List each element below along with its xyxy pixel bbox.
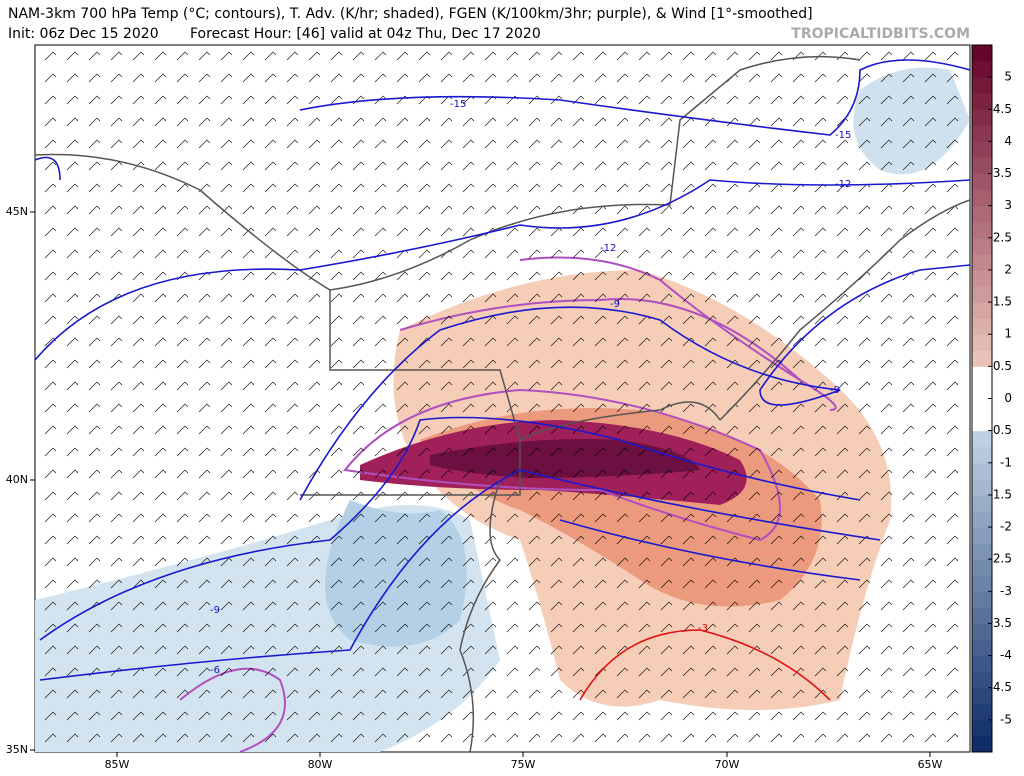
colorbar-label: 3	[1004, 198, 1012, 212]
colorbar-cell	[972, 253, 992, 271]
colorbar-cell	[972, 559, 992, 576]
colorbar-label: 1.5	[993, 295, 1012, 309]
strong-warm-advection	[430, 439, 700, 478]
lon-label: 65W	[918, 758, 943, 771]
colorbar-cell	[972, 687, 992, 705]
colorbar-label: 1	[1004, 327, 1012, 341]
contour-label: -15	[450, 99, 466, 110]
colorbar-cell	[972, 382, 992, 399]
colorbar-cell	[972, 125, 992, 142]
colorbar-label: -4.5	[989, 680, 1012, 694]
colorbar-label: -5	[1000, 712, 1012, 726]
map-axes: 85W 80W 75W 70W 65W 45N 40N 35N	[6, 205, 943, 771]
init: Init: 06z Dec 15 2020	[8, 26, 159, 42]
colorbar-cell	[972, 446, 992, 464]
colorbar-label: 2.5	[993, 230, 1012, 244]
colorbar-cell	[972, 189, 992, 207]
lon-label: 70W	[715, 758, 740, 771]
lat-label: 35N	[6, 743, 28, 756]
colorbar-cell	[972, 639, 992, 657]
colorbar-cell	[972, 398, 992, 416]
colorbar-cell	[972, 61, 992, 78]
colorbar-cell	[972, 350, 992, 367]
colorbar-cell	[972, 366, 992, 383]
lon-label: 80W	[308, 758, 333, 771]
colorbar-label: -2.5	[989, 552, 1012, 566]
lon-label: 85W	[105, 758, 130, 771]
colorbar-cell	[972, 655, 992, 673]
colorbar-cell	[972, 494, 992, 512]
contour-label: -15	[835, 130, 851, 141]
colorbar-label: 4	[1004, 134, 1012, 148]
colorbar-label: 3.5	[993, 166, 1012, 180]
temp-contour-warm	[579, 629, 831, 701]
colorbar-cell	[972, 93, 992, 110]
lon-label: 75W	[511, 758, 536, 771]
colorbar-cell	[972, 575, 992, 592]
lat-label: 40N	[6, 473, 28, 486]
colorbar-cell	[972, 109, 992, 126]
colorbar-cell	[972, 462, 992, 480]
colorbar-cell	[972, 173, 992, 191]
borders	[35, 55, 970, 752]
colorbar-cell	[972, 719, 992, 737]
colorbar-cell	[972, 269, 992, 287]
colorbar-label: 2	[1004, 262, 1012, 276]
colorbar-cell	[972, 205, 992, 223]
colorbar-label: -1	[1000, 455, 1012, 469]
colorbar-label: -3.5	[989, 616, 1012, 630]
contour-label: -12	[600, 243, 616, 254]
temp-contours	[35, 59, 970, 681]
colorbar-cell	[972, 478, 992, 496]
colorbar-cell	[972, 141, 992, 158]
fgen-contours	[179, 256, 837, 752]
map: -15 -15 -12 -12 -9 -9 -9 -6 -3	[34, 44, 971, 753]
colorbar-label: -2	[1000, 520, 1012, 534]
colorbar-cell	[972, 302, 992, 319]
colorbar-cell	[972, 543, 992, 560]
lat-label: 45N	[6, 205, 28, 218]
colorbar-label: 0.5	[993, 359, 1012, 373]
colorbar: 5 4.5 4 3.5 3 2.5 2 1.5 1 0.5 0 -0.5 -1 -1.5 -2 -2.5 -3 -…	[971, 44, 1012, 753]
contour-label: -12	[835, 179, 851, 190]
colorbar-cell	[972, 527, 992, 544]
colorbar-cell	[972, 430, 992, 448]
contour-label: -3	[698, 623, 708, 634]
colorbar-cell	[972, 286, 992, 303]
colorbar-cell	[972, 510, 992, 528]
colorbar-cell	[972, 45, 992, 62]
colorbar-cell	[972, 591, 992, 608]
colorbar-cell	[972, 237, 992, 255]
colorbar-label: -0.5	[989, 423, 1012, 437]
cold-advection	[853, 67, 970, 175]
colorbar-cell	[972, 77, 992, 94]
colorbar-cell	[972, 157, 992, 175]
colorbar-label: -1.5	[989, 487, 1012, 501]
forecast-hour: Forecast Hour: [46]	[190, 26, 325, 42]
colorbar-label: -3	[1000, 584, 1012, 598]
colorbar-cell	[972, 623, 992, 641]
colorbar-cell	[972, 221, 992, 239]
colorbar-cell	[972, 735, 992, 753]
colorbar-label: 0	[1004, 391, 1012, 405]
brand: TROPICALTIDBITS.COM	[791, 26, 970, 42]
colorbar-label: 5	[1004, 70, 1012, 84]
colorbar-label: 4.5	[993, 102, 1012, 116]
colorbar-cell	[972, 607, 992, 624]
contour-label: -9	[210, 605, 220, 616]
colorbar-cell	[972, 334, 992, 351]
contour-label: -9	[610, 299, 620, 310]
contour-label: -6	[210, 665, 220, 676]
colorbar-cell	[972, 318, 992, 335]
colorbar-cell	[972, 671, 992, 689]
contour-label: -9	[830, 385, 840, 396]
title: NAM-3km 700 hPa Temp (°C; contours), T. …	[8, 6, 813, 22]
colorbar-cell	[972, 414, 992, 432]
colorbar-cell	[972, 703, 992, 721]
valid-time: valid at 04z Thu, Dec 17 2020	[330, 26, 541, 42]
colorbar-label: -4	[1000, 648, 1012, 662]
